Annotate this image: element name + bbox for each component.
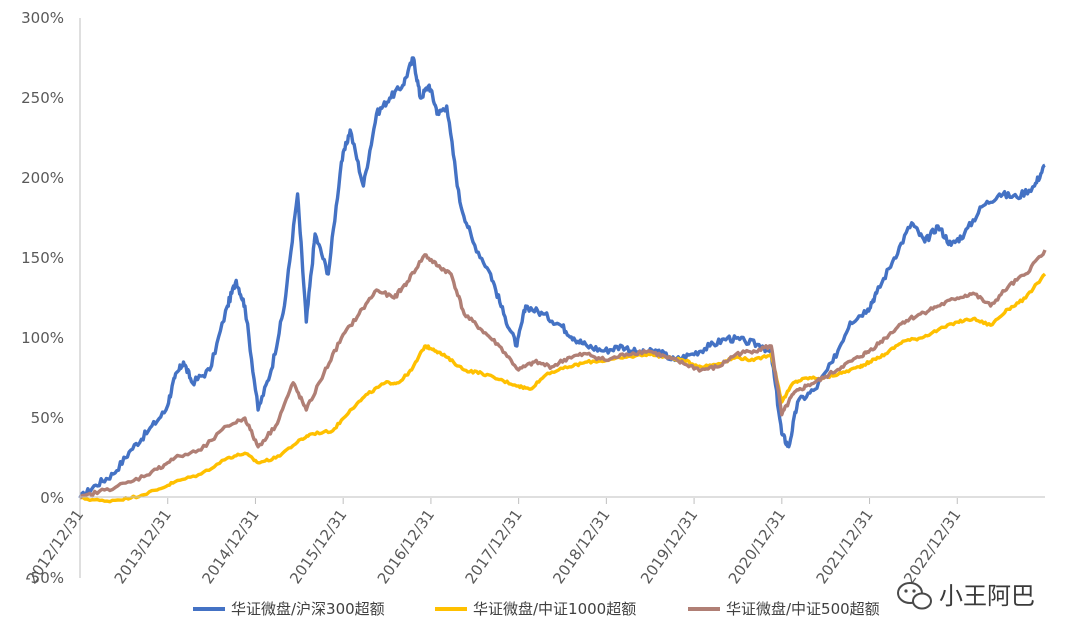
series-line-0 bbox=[78, 56, 1046, 499]
x-tick-label: 2018/12/31 bbox=[549, 506, 613, 587]
legend: 华证微盘/沪深300超额 华证微盘/中证1000超额 华证微盘/中证500超额 bbox=[193, 600, 880, 618]
x-tick-label: 2016/12/31 bbox=[374, 506, 438, 587]
series-line-1 bbox=[79, 272, 1047, 504]
x-tick-label: 2022/12/31 bbox=[900, 506, 964, 587]
y-tick-label: 0% bbox=[40, 489, 64, 507]
y-tick-label: 100% bbox=[21, 329, 64, 347]
y-tick-label: -50% bbox=[25, 569, 64, 587]
x-tick-label: 2017/12/31 bbox=[462, 506, 526, 587]
watermark-text: 小王阿巴 bbox=[939, 582, 1035, 610]
y-tick-label: 150% bbox=[21, 249, 64, 267]
x-tick-label: 2019/12/31 bbox=[637, 506, 701, 587]
wechat-icon bbox=[897, 582, 932, 610]
legend-label: 华证微盘/中证500超额 bbox=[726, 600, 880, 618]
x-axis-ticks: 2012/12/31 2013/12/31 2014/12/31 2015/12/31… bbox=[23, 498, 965, 587]
y-tick-label: 300% bbox=[21, 9, 64, 27]
x-tick-label: 2020/12/31 bbox=[725, 506, 789, 587]
x-tick-label: 2014/12/31 bbox=[198, 506, 262, 587]
y-tick-label: 50% bbox=[31, 409, 64, 427]
series-lines bbox=[78, 56, 1047, 504]
y-tick-label: 200% bbox=[21, 169, 64, 187]
y-tick-label: 250% bbox=[21, 89, 64, 107]
legend-label: 华证微盘/中证1000超额 bbox=[473, 600, 636, 618]
watermark: 小王阿巴 bbox=[897, 582, 1035, 610]
x-tick-label: 2021/12/31 bbox=[812, 506, 876, 587]
series-line-2 bbox=[78, 249, 1047, 500]
y-axis-ticks: 300% 250% 200% 150% 100% 50% 0% -50% bbox=[21, 9, 64, 587]
x-tick-label: 2013/12/31 bbox=[111, 506, 175, 587]
x-tick-label: 2015/12/31 bbox=[286, 506, 350, 587]
legend-label: 华证微盘/沪深300超额 bbox=[231, 600, 385, 618]
